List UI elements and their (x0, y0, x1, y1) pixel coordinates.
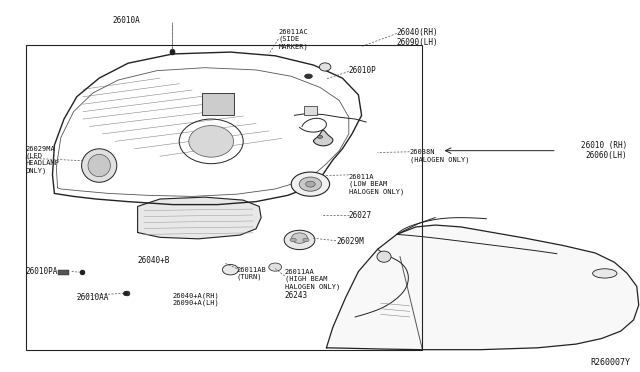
Text: 26038N
(HALOGEN ONLY): 26038N (HALOGEN ONLY) (410, 150, 469, 163)
Text: 26010AA: 26010AA (77, 293, 109, 302)
Text: 26040+B: 26040+B (138, 256, 170, 265)
Text: R260007Y: R260007Y (590, 358, 630, 367)
Ellipse shape (305, 74, 312, 78)
Ellipse shape (319, 63, 331, 71)
Text: 26011A
(LOW BEAM
HALOGEN ONLY): 26011A (LOW BEAM HALOGEN ONLY) (349, 174, 404, 195)
Ellipse shape (223, 264, 238, 275)
Polygon shape (326, 225, 639, 350)
Text: 26010P: 26010P (349, 66, 376, 75)
Text: 26010 (RH)
26060(LH): 26010 (RH) 26060(LH) (581, 141, 627, 160)
Ellipse shape (291, 172, 330, 196)
Ellipse shape (300, 177, 321, 191)
Text: 26010PA: 26010PA (26, 267, 58, 276)
Text: 26040(RH)
26090(LH): 26040(RH) 26090(LH) (397, 28, 438, 47)
Text: 26029M: 26029M (336, 237, 364, 246)
Ellipse shape (189, 126, 234, 157)
Ellipse shape (305, 181, 315, 187)
Text: 26011AB
(TURN): 26011AB (TURN) (237, 267, 266, 280)
Bar (202, 93, 234, 115)
Text: 26243: 26243 (285, 291, 308, 300)
Ellipse shape (593, 269, 617, 278)
Text: 26040+A(RH)
26090+A(LH): 26040+A(RH) 26090+A(LH) (173, 292, 220, 307)
Ellipse shape (284, 230, 315, 250)
Ellipse shape (317, 135, 323, 138)
Ellipse shape (303, 238, 309, 242)
Polygon shape (138, 197, 261, 239)
Ellipse shape (82, 149, 117, 182)
Bar (58, 270, 69, 275)
Text: 26011AC
(SIDE
MARKER): 26011AC (SIDE MARKER) (278, 29, 308, 49)
Ellipse shape (377, 251, 391, 262)
Bar (304, 106, 317, 115)
Text: 26027: 26027 (349, 211, 372, 220)
Text: 26010A: 26010A (112, 16, 140, 25)
Ellipse shape (292, 233, 308, 243)
Ellipse shape (290, 238, 296, 242)
Polygon shape (314, 130, 333, 146)
Bar (26, 45, 422, 350)
Ellipse shape (269, 263, 282, 271)
Text: 26029MA
(LED
HEADLAMP
ONLY): 26029MA (LED HEADLAMP ONLY) (26, 146, 60, 174)
Ellipse shape (88, 154, 111, 177)
Text: 26011AA
(HIGH BEAM
HALOGEN ONLY): 26011AA (HIGH BEAM HALOGEN ONLY) (285, 269, 340, 289)
